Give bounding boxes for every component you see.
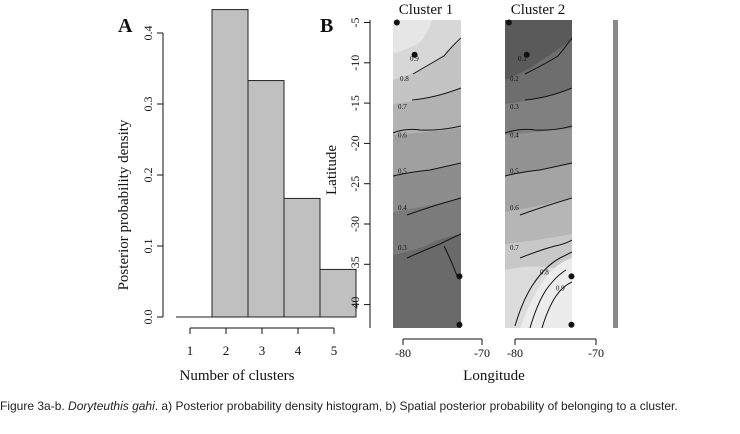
histogram-x-tick-label: 2 (223, 343, 230, 358)
cluster-1-contour (393, 162, 461, 177)
spatial-x-tick-label: -70 (474, 346, 490, 360)
contour-label: 0.6 (510, 204, 519, 212)
spatial-x-axis: -80 -70 -80 -70 (395, 338, 604, 360)
cluster-1-contour (443, 245, 458, 277)
contour-label: 0.8 (400, 75, 409, 83)
cluster-2-band (505, 20, 572, 328)
contour-label: 0.1 (518, 55, 527, 63)
spatial-y-axis: -5 -10 -15 -20 -25 -30 -35 -40 (348, 18, 370, 313)
histogram-y-axis: 0.0 0.1 0.2 0.3 0.4 (141, 26, 164, 325)
spatial-y-tick-label: -35 (348, 256, 362, 272)
sample-point (411, 51, 418, 58)
cluster-1-title: Cluster 1 (399, 2, 454, 18)
sample-point (568, 273, 575, 280)
spatial-y-tick-label: -10 (348, 55, 362, 71)
histogram-x-label: Number of clusters (180, 368, 295, 384)
sample-points (393, 19, 575, 328)
sample-point (393, 19, 400, 26)
histogram-x-axis: 1 2 3 4 5 (187, 327, 338, 358)
spatial-y-label: Latitude (324, 145, 340, 195)
spatial-y-tick-label: -20 (348, 135, 362, 151)
contour-label: 0.4 (510, 131, 519, 139)
histogram-y-label: Posterior probability density (116, 119, 132, 290)
cluster-1-band (393, 20, 461, 328)
cluster-2-contour (519, 239, 572, 259)
spatial-x-tick-label: -70 (588, 346, 604, 360)
cluster-2-contour (524, 87, 572, 101)
histogram-panel: A 0.0 0.1 0.2 0.3 0.4 1 2 3 4 5 Number of cluste… (116, 9, 357, 384)
histogram-bar (247, 80, 285, 318)
cluster-1-contour (406, 233, 461, 259)
caption-species: Doryteuthis gahi (68, 399, 155, 413)
spatial-y-tick-label: -15 (348, 95, 362, 111)
cluster-2-contour (519, 197, 572, 216)
cluster-2-contour (505, 125, 572, 134)
sample-point (456, 321, 463, 328)
cluster-1-contour (406, 197, 461, 216)
contour-label: 0.6 (398, 131, 407, 139)
contour-label: 0.3 (398, 244, 407, 252)
contour-label: 0.5 (398, 168, 407, 176)
histogram-x-tick-label: 4 (295, 343, 302, 358)
caption-text: . a) Posterior probability density histo… (154, 399, 678, 413)
contour-label: 0.7 (510, 244, 519, 252)
panel-b-label: B (320, 15, 333, 37)
spatial-x-tick-label: -80 (395, 346, 411, 360)
histogram-x-tick-label: 3 (259, 343, 266, 358)
contour-label: 0.3 (510, 103, 519, 111)
histogram-x-tick-label: 5 (331, 343, 338, 358)
histogram-y-tick-label: 0.4 (141, 26, 155, 41)
spatial-x-label: Longitude (463, 368, 525, 384)
cluster-2-contour (505, 162, 572, 177)
cluster-2-contour (541, 281, 572, 328)
sample-point (568, 321, 575, 328)
histogram-y-tick-label: 0.0 (141, 310, 155, 325)
contour-label: 0.9 (556, 284, 565, 292)
sample-point (505, 19, 512, 26)
cluster-1-contour (411, 87, 461, 101)
cluster-2-title: Cluster 2 (511, 2, 566, 18)
sample-point (523, 51, 530, 58)
histogram-x-tick-label: 1 (187, 343, 194, 358)
contour-labels: 0.9 0.8 0.7 0.6 0.5 0.4 0.3 0.1 0.2 0.3 0.4 0.5 0.6 0… (398, 55, 565, 293)
figure-caption: Figure 3a-b. Doryteuthis gahi. a) Poster… (0, 399, 736, 414)
histogram-bar (211, 9, 249, 318)
spatial-x-tick-label: -80 (507, 346, 523, 360)
contour-label: 0.5 (510, 168, 519, 176)
cluster-1-level-7 (393, 20, 432, 54)
contour-label: 0.8 (540, 268, 549, 276)
spatial-y-tick-label: -5 (348, 18, 362, 28)
cluster-2-contour (529, 269, 567, 328)
histogram-bar (319, 268, 357, 318)
cluster-2-contour (514, 251, 572, 327)
histogram-bar (283, 197, 321, 318)
spatial-y-tick-label: -30 (348, 216, 362, 232)
histogram-y-tick-label: 0.3 (141, 97, 155, 112)
cluster-1-contour (412, 37, 461, 75)
panel-a-label: A (118, 15, 133, 37)
figure: A 0.0 0.1 0.2 0.3 0.4 1 2 3 4 5 Number of cluste… (116, 2, 618, 384)
histogram-y-tick-label: 0.2 (141, 168, 155, 183)
spatial-y-tick-label: -40 (348, 297, 362, 313)
contour-label: 0.9 (410, 55, 419, 63)
contour-label: 0.2 (510, 75, 519, 83)
cluster-2-level-8 (505, 20, 572, 80)
histogram-y-tick-label: 0.1 (141, 239, 155, 254)
sample-point (456, 273, 463, 280)
cluster-1-contour (393, 125, 461, 134)
spatial-y-tick-label: -25 (348, 176, 362, 192)
contour-label: 0.7 (398, 103, 407, 111)
spatial-right-edge-strip (613, 20, 618, 328)
histogram-bars (176, 9, 357, 318)
contour-label: 0.4 (398, 204, 407, 212)
spatial-panel: B (320, 2, 618, 384)
caption-prefix: Figure 3a-b. (0, 399, 65, 413)
cluster-2-contour (524, 37, 572, 75)
